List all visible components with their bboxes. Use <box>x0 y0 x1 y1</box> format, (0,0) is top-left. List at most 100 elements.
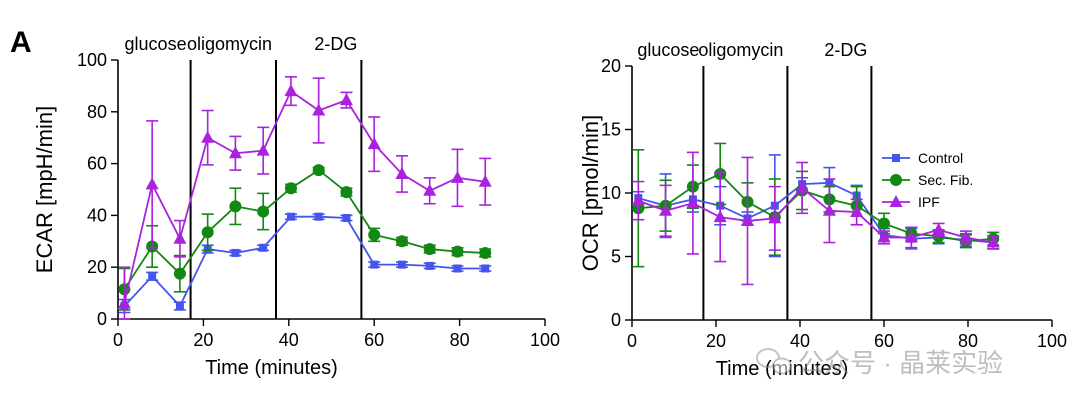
data-point <box>259 243 268 252</box>
data-point <box>795 180 809 193</box>
legend-label: IPF <box>918 194 940 210</box>
x-axis-label: Time (minutes) <box>205 357 338 379</box>
data-point <box>286 212 295 221</box>
panel-label: A <box>10 26 32 59</box>
data-point <box>340 186 353 199</box>
x-tick-label: 20 <box>193 330 213 350</box>
event-label: 2-DG <box>824 40 867 60</box>
series-sec-fib <box>118 164 492 311</box>
data-point <box>932 222 946 235</box>
series-control <box>632 154 1000 258</box>
data-point <box>713 210 727 223</box>
data-point <box>878 217 890 230</box>
y-tick-label: 60 <box>87 154 107 174</box>
x-tick-label: 0 <box>627 331 637 351</box>
data-point <box>148 272 157 281</box>
data-point <box>342 213 351 222</box>
series-ipf <box>631 151 1000 286</box>
data-point <box>368 228 381 241</box>
x-tick-label: 100 <box>530 330 560 350</box>
event-label: oligomycin <box>698 40 783 60</box>
y-tick-label: 10 <box>601 183 621 203</box>
wechat-icon <box>756 348 792 375</box>
data-point <box>370 260 379 269</box>
data-point <box>173 267 186 280</box>
y-tick-label: 0 <box>611 310 621 330</box>
data-point <box>686 196 700 209</box>
series-line <box>123 89 486 304</box>
y-tick-label: 20 <box>601 56 621 76</box>
data-point <box>877 230 891 243</box>
data-point <box>850 205 864 218</box>
data-point <box>423 243 436 256</box>
data-point <box>145 177 159 190</box>
data-point <box>201 226 214 239</box>
legend-item: Sec. Fib. <box>882 172 973 188</box>
data-point <box>481 264 490 273</box>
legend-marker <box>889 195 903 207</box>
x-tick-label: 60 <box>874 331 894 351</box>
x-tick-label: 0 <box>113 330 123 350</box>
legend-label: Control <box>918 150 963 166</box>
y-tick-label: 15 <box>601 120 621 140</box>
data-point <box>450 170 464 183</box>
data-point <box>478 174 492 187</box>
data-point <box>231 248 240 257</box>
y-tick-label: 80 <box>87 102 107 122</box>
y-tick-label: 20 <box>87 257 107 277</box>
x-tick-label: 40 <box>279 330 299 350</box>
legend-marker <box>892 154 900 162</box>
data-point <box>425 261 434 270</box>
y-tick-label: 100 <box>77 50 107 70</box>
data-point <box>175 302 184 311</box>
data-point <box>117 296 131 309</box>
data-point <box>631 193 645 206</box>
event-label: 2-DG <box>314 34 357 54</box>
data-point <box>256 143 270 156</box>
y-axis-label: OCR [pmol/min] <box>578 115 603 271</box>
legend-item: IPF <box>882 194 940 210</box>
data-point <box>284 84 298 97</box>
series-ipf <box>117 76 492 320</box>
data-point <box>229 200 242 213</box>
y-tick-label: 0 <box>97 309 107 329</box>
data-point <box>904 230 918 243</box>
data-point <box>339 93 353 106</box>
data-point <box>395 235 408 248</box>
data-point <box>395 166 409 179</box>
watermark: 公众号 · 晶莱实验 <box>756 348 1003 378</box>
legend: Control Sec. Fib. IPF <box>882 150 973 210</box>
event-label: oligomycin <box>187 34 272 54</box>
data-point <box>659 203 673 216</box>
x-tick-label: 40 <box>790 331 810 351</box>
data-point <box>228 146 242 159</box>
data-point <box>453 264 462 273</box>
data-point <box>314 212 323 221</box>
data-point <box>741 213 754 226</box>
event-label: glucose <box>125 34 187 54</box>
y-tick-label: 40 <box>87 205 107 225</box>
data-point <box>423 183 437 196</box>
data-point <box>822 203 836 216</box>
data-point <box>201 130 215 143</box>
ecar-chart: 0 20 40 60 80 100 0 20 40 60 80 100 Time (minutes) EC… <box>32 34 560 379</box>
data-point <box>986 235 1000 248</box>
x-tick-label: 60 <box>364 330 384 350</box>
x-tick-label: 100 <box>1037 331 1067 351</box>
y-axis-label: ECAR [mpH/min] <box>32 106 57 273</box>
data-point <box>173 231 187 244</box>
data-point <box>284 182 297 195</box>
series-line <box>123 215 486 308</box>
data-point <box>768 211 782 224</box>
data-point <box>312 103 326 116</box>
data-point <box>312 164 325 177</box>
watermark-text: 公众号 · 晶莱实验 <box>798 348 1003 378</box>
data-point <box>257 205 270 218</box>
data-point <box>367 137 381 150</box>
x-tick-label: 80 <box>450 330 470 350</box>
legend-item: Control <box>882 150 963 166</box>
legend-label: Sec. Fib. <box>918 172 973 188</box>
x-tick-label: 80 <box>958 331 978 351</box>
